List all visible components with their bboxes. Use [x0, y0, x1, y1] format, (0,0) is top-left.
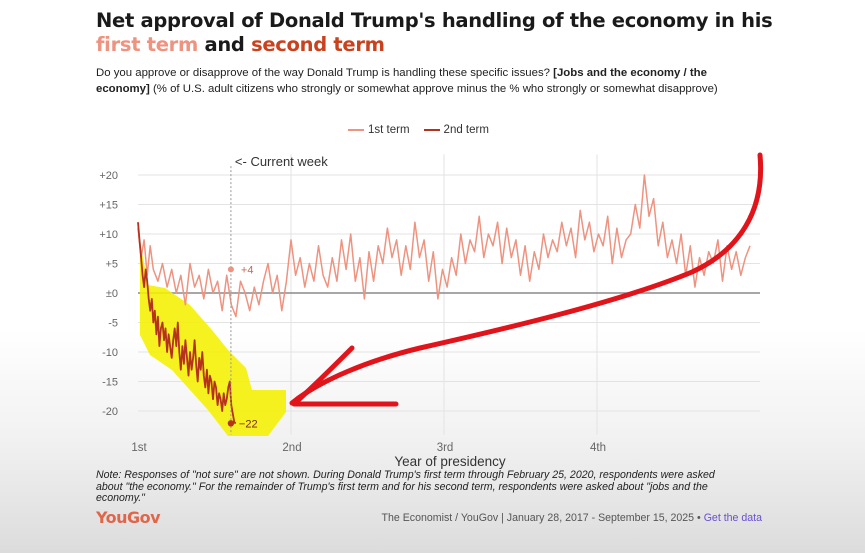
subtitle-lead: Do you approve or disapprove of the way …	[96, 67, 554, 79]
highlight-marker	[140, 240, 286, 436]
y-tick-label-6: -10	[102, 347, 118, 359]
y-tick-label-3: +5	[105, 259, 118, 271]
end-label-first-term: +4	[241, 264, 254, 276]
series-line-first-term	[137, 174, 751, 318]
legend-label-second-term: 2nd term	[443, 124, 489, 136]
series-line-second-term	[137, 222, 236, 424]
y-tick-label-1: +15	[99, 200, 118, 212]
end-label-second-term: −22	[239, 418, 258, 430]
legend-label-first-term: 1st term	[368, 124, 410, 136]
legend-swatch-second-term	[423, 129, 440, 131]
title-first-term: first term	[96, 33, 198, 56]
x-tick-label-3: 4th	[590, 442, 606, 454]
annotation-arrow-curve	[289, 152, 764, 406]
end-dot-first-term	[227, 266, 234, 273]
y-tick-label-2: +10	[99, 229, 118, 241]
current-week-label: <- Current week	[235, 154, 328, 169]
legend-swatch-first-term	[348, 129, 364, 131]
y-tick-label-0: +20	[99, 170, 118, 182]
y-tick-label-7: -15	[102, 377, 118, 389]
legend-item-first-term: 1st term	[348, 124, 410, 136]
legend: 1st term 2nd term	[348, 124, 489, 136]
x-tick-label-1: 2nd	[282, 442, 301, 454]
y-tick-label-4: ±0	[106, 288, 118, 300]
subtitle-tail: (% of U.S. adult citizens who strongly o…	[149, 82, 718, 95]
end-dot-second-term	[227, 420, 235, 427]
chart-title: Net approval of Donald Trump's handling …	[96, 9, 816, 57]
yougov-logo: YouGov	[96, 508, 161, 527]
source-text: The Economist / YouGov | January 28, 201…	[381, 512, 701, 524]
x-tick-label-0: 1st	[131, 442, 147, 454]
title-second-term: second term	[251, 33, 385, 56]
chart-subtitle: Do you approve or disapprove of the way …	[96, 66, 756, 97]
get-the-data-link[interactable]: Get the data	[703, 512, 762, 524]
x-axis-label: Year of presidency	[394, 454, 506, 469]
source-line: The Economist / YouGov | January 28, 201…	[382, 512, 762, 524]
y-tick-label-8: -20	[102, 406, 118, 418]
title-text: Net approval of Donald Trump's handling …	[96, 9, 773, 32]
footnote: Note: Responses of "not sure" are not sh…	[96, 469, 715, 505]
x-tick-label-2: 3rd	[437, 442, 454, 454]
annotation-arrow-head	[291, 345, 399, 407]
subtitle-bold: [Jobs and the economy / the economy]	[96, 67, 707, 95]
y-tick-label-5: -5	[108, 318, 118, 330]
legend-item-second-term: 2nd term	[423, 124, 489, 136]
title-and: and	[197, 33, 252, 56]
